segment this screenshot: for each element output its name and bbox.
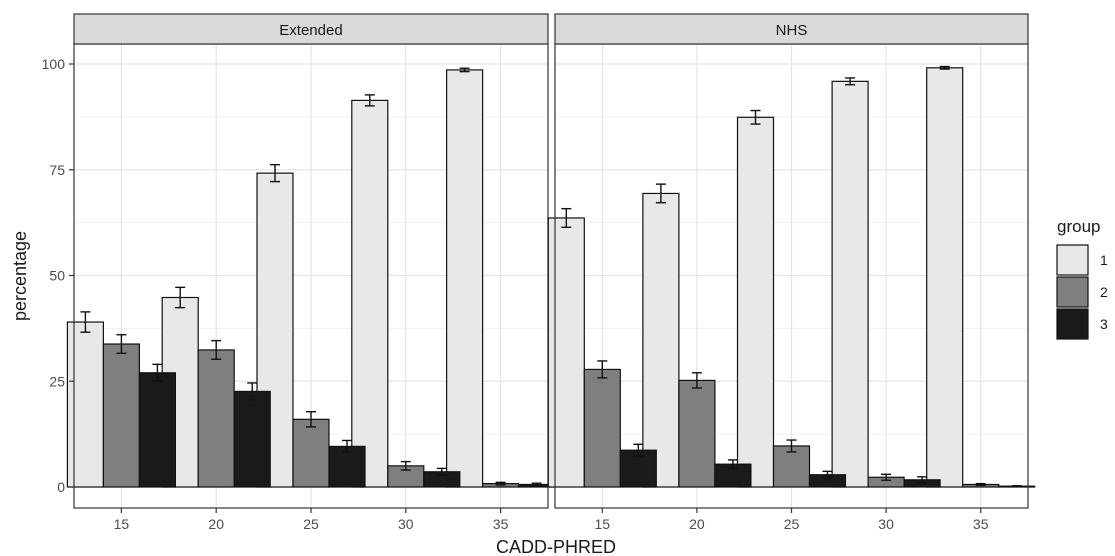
legend-title: group — [1057, 217, 1100, 236]
error-bar — [939, 65, 950, 70]
y-tick-label: 50 — [49, 268, 65, 284]
y-tick-label: 25 — [49, 373, 65, 389]
y-tick-label: 100 — [42, 56, 66, 72]
error-bar — [750, 109, 761, 125]
legend-label-2: 2 — [1100, 284, 1108, 300]
error-bar — [822, 470, 833, 479]
bar-nhs-group1-cadd25 — [736, 116, 775, 488]
legend-label-3: 3 — [1100, 316, 1108, 332]
facet-strip-label: NHS — [776, 22, 808, 39]
bar-extended-group1-cadd15 — [66, 321, 105, 488]
error-bar — [247, 382, 258, 401]
x-tick-label: 35 — [493, 516, 509, 532]
bar-extended-group1-cadd35 — [446, 69, 484, 488]
bar-extended-group3-cadd20 — [233, 390, 271, 488]
x-tick-label: 20 — [689, 516, 705, 532]
error-bar — [845, 77, 856, 86]
bar-nhs-group1-cadd35 — [926, 67, 964, 488]
facet-strip-label: Extended — [279, 22, 342, 39]
error-bar — [881, 473, 892, 481]
bar-extended-group2-cadd15 — [102, 343, 141, 488]
error-bar — [306, 411, 316, 428]
error-bar — [691, 372, 702, 389]
bar-nhs-group1-cadd15 — [547, 217, 585, 488]
error-bar — [1011, 485, 1022, 488]
bar-extended-group2-cadd20 — [197, 349, 235, 488]
error-bar — [727, 459, 738, 470]
legend-key-1 — [1056, 244, 1089, 276]
facet-strip — [73, 13, 549, 45]
error-bar — [917, 476, 928, 484]
bar-extended-group1-cadd30 — [351, 99, 389, 488]
error-bar — [531, 482, 542, 487]
error-bar — [80, 311, 91, 333]
error-bar — [633, 443, 644, 457]
error-bar — [211, 339, 222, 360]
x-tick-label: 25 — [784, 516, 800, 532]
x-tick-label: 15 — [595, 516, 611, 532]
x-tick-label: 15 — [114, 516, 130, 532]
error-bar — [597, 360, 608, 379]
chart-panels: Extended 15 20 25 30 35 0 25 50 75 100 NHS 15 20 25 30 3… — [42, 13, 1036, 532]
error-bar — [364, 94, 375, 107]
legend-key-2 — [1056, 276, 1089, 308]
error-bar — [270, 163, 280, 183]
error-bar — [561, 207, 572, 228]
error-bar — [436, 467, 447, 476]
error-bar — [975, 482, 986, 487]
y-tick-label: 0 — [57, 479, 65, 495]
x-axis-title: CADD-PHRED — [496, 537, 616, 556]
bar-nhs-group1-cadd30 — [831, 80, 869, 488]
error-bar — [459, 67, 470, 73]
x-tick-label: 35 — [973, 516, 989, 532]
error-bar — [175, 286, 186, 309]
error-bar — [116, 334, 127, 355]
legend-key-3 — [1056, 308, 1089, 340]
y-tick-label: 75 — [49, 162, 65, 178]
x-tick-label: 20 — [208, 516, 224, 532]
facet-panel-nhs: NHS 15 20 25 30 35 — [547, 13, 1036, 532]
x-tick-label: 25 — [303, 516, 319, 532]
error-bar — [342, 439, 352, 454]
facet-panel-extended: Extended 15 20 25 30 35 0 25 50 75 100 — [42, 13, 556, 532]
legend: group 1 2 3 — [1056, 217, 1108, 340]
error-bar — [786, 439, 797, 453]
facet-strip — [554, 13, 1029, 45]
x-tick-label: 30 — [878, 516, 894, 532]
error-bar — [152, 363, 163, 382]
bar-extended-group3-cadd15 — [138, 372, 176, 488]
bar-nhs-group2-cadd20 — [678, 379, 716, 488]
x-tick-label: 30 — [398, 516, 414, 532]
error-bar — [495, 481, 506, 486]
y-axis-title: percentage — [10, 231, 30, 321]
bar-nhs-group2-cadd15 — [583, 368, 621, 488]
error-bar — [400, 460, 411, 471]
error-bar — [655, 183, 666, 204]
legend-label-1: 1 — [1100, 252, 1108, 268]
bar-nhs-group1-cadd20 — [642, 192, 680, 488]
bar-extended-group2-cadd25 — [292, 418, 330, 488]
